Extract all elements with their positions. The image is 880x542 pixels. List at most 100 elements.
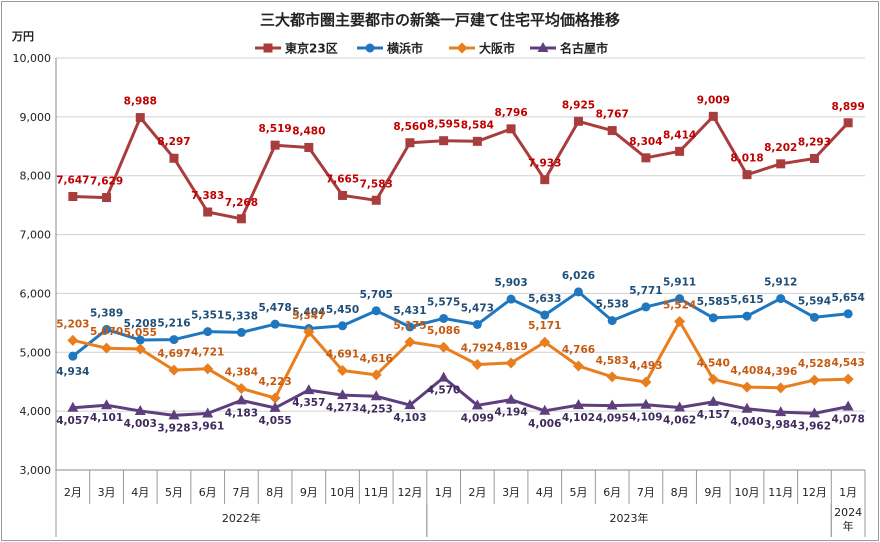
x-tick-label-9: 11月 — [364, 486, 389, 499]
series-2-label-6: 4,223 — [258, 376, 291, 388]
series-3-point-11 — [438, 371, 450, 382]
series-1-label-1: 5,389 — [90, 307, 123, 319]
series-0-label-20: 8,018 — [730, 153, 763, 165]
series-2-point-21 — [775, 382, 787, 394]
series-3-label-0: 4,057 — [56, 415, 89, 427]
series-0-label-5: 7,268 — [225, 197, 258, 209]
series-3-point-10 — [404, 399, 416, 410]
series-1-label-12: 5,473 — [461, 302, 494, 314]
series-0-label-4: 7,383 — [191, 190, 224, 202]
series-1-label-11: 5,575 — [427, 296, 460, 308]
legend: 東京23区 横浜市 大阪市 名古屋市 — [255, 41, 608, 56]
series-2-label-17: 4,493 — [629, 360, 662, 372]
x-tick-label-12: 2月 — [468, 486, 486, 499]
x-tick-label-16: 6月 — [603, 486, 621, 499]
series-1-point-12 — [472, 319, 482, 329]
series-0-label-22: 8,293 — [798, 136, 831, 148]
series-2-label-9: 4,616 — [360, 353, 393, 365]
series-0-point-22 — [809, 153, 819, 163]
series-2-label-4: 4,721 — [191, 347, 224, 359]
legend-label-3: 名古屋市 — [560, 41, 608, 56]
series-3-point-7 — [303, 384, 315, 395]
x-tick-label-18: 8月 — [671, 486, 689, 499]
legend-label-0: 東京23区 — [285, 41, 338, 56]
series-0-point-9 — [371, 195, 381, 205]
series-2-point-6 — [269, 392, 281, 404]
series-0-label-14: 7,933 — [528, 158, 561, 170]
x-tick-label-17: 7月 — [637, 486, 655, 499]
x-tick-label-23: 1月 — [839, 486, 857, 499]
series-1-point-8 — [338, 321, 348, 331]
series-1-label-9: 5,705 — [360, 289, 393, 301]
series-1-point-3 — [169, 335, 179, 345]
series-3-point-16 — [606, 399, 618, 410]
y-tick-label-0: 3,000 — [20, 464, 52, 477]
series-3-point-23 — [842, 400, 854, 411]
series-0-label-11: 8,595 — [427, 119, 460, 131]
legend-marker-0 — [263, 43, 273, 53]
series-1-label-16: 5,538 — [596, 299, 629, 311]
series-1-point-23 — [843, 309, 853, 319]
series-3-label-22: 3,962 — [798, 420, 831, 432]
x-tick-label-10: 12月 — [397, 486, 422, 499]
series-1-point-15 — [573, 287, 583, 297]
series-0-point-21 — [776, 159, 786, 169]
series-2-point-10 — [404, 336, 416, 348]
series-2-point-15 — [572, 360, 584, 372]
y-axis-ticks: 3,000 4,000 5,000 6,000 7,000 8,000 9,000 10,00… — [13, 52, 52, 477]
x-tick-label-15: 5月 — [569, 486, 587, 499]
series-3-label-13: 4,194 — [494, 407, 527, 419]
series-2-point-23 — [842, 373, 854, 385]
series-line-1 — [71, 290, 849, 358]
series-2-label-14: 5,171 — [528, 320, 561, 332]
series-1-label-18: 5,911 — [663, 277, 696, 289]
x-tick-label-19: 9月 — [704, 486, 722, 499]
series-1-label-2: 5,208 — [124, 318, 157, 330]
series-0-label-6: 8,519 — [258, 123, 291, 135]
series-0-point-19 — [708, 111, 718, 121]
series-3-point-17 — [640, 398, 652, 409]
series-3-label-6: 4,055 — [258, 415, 291, 427]
series-0-point-0 — [68, 191, 78, 201]
series-0-point-1 — [102, 193, 112, 203]
year-label-1: 2023年 — [610, 511, 649, 525]
series-1-point-13 — [506, 294, 516, 304]
series-1-label-7: 5,404 — [292, 307, 325, 319]
series-3-label-14: 4,006 — [528, 418, 561, 430]
series-0-label-0: 7,647 — [56, 174, 89, 186]
series-2-label-12: 4,792 — [461, 343, 494, 355]
series-3-label-7: 4,357 — [292, 397, 325, 409]
series-1-point-6 — [270, 319, 280, 329]
series-2-label-19: 4,540 — [697, 357, 730, 369]
year-label-0: 2022年 — [222, 511, 261, 525]
series-2-label-11: 5,086 — [427, 325, 460, 337]
series-1-point-0 — [68, 351, 78, 361]
series-line-2 — [72, 319, 849, 400]
series-0-label-2: 8,988 — [124, 96, 157, 108]
series-0-label-21: 8,202 — [764, 142, 797, 154]
series-3-label-2: 4,003 — [124, 418, 157, 430]
series-2-label-2: 5,055 — [124, 327, 157, 339]
series-3-point-6 — [269, 401, 281, 412]
series-0-label-10: 8,560 — [393, 121, 426, 133]
series-0-point-2 — [135, 113, 145, 123]
series-2-label-21: 4,396 — [764, 366, 797, 378]
series-1-label-15: 6,026 — [562, 270, 595, 282]
series-0-point-20 — [742, 170, 752, 180]
series-3-label-15: 4,102 — [562, 412, 595, 424]
series-1-point-10 — [405, 322, 415, 332]
series-2-label-1: 5,070 — [90, 326, 123, 338]
x-tick-label-4: 6月 — [199, 486, 217, 499]
series-1-label-19: 5,585 — [697, 296, 730, 308]
series-0-label-18: 8,414 — [663, 129, 696, 141]
series-1-point-20 — [742, 311, 752, 321]
series-2-label-3: 4,697 — [157, 348, 190, 360]
series-3-point-21 — [775, 406, 787, 417]
series-1-label-17: 5,771 — [629, 285, 662, 297]
series-line-3 — [72, 376, 849, 417]
series-3-point-3 — [168, 409, 180, 420]
series-0-point-10 — [405, 138, 415, 148]
series-0-label-23: 8,899 — [832, 101, 865, 113]
